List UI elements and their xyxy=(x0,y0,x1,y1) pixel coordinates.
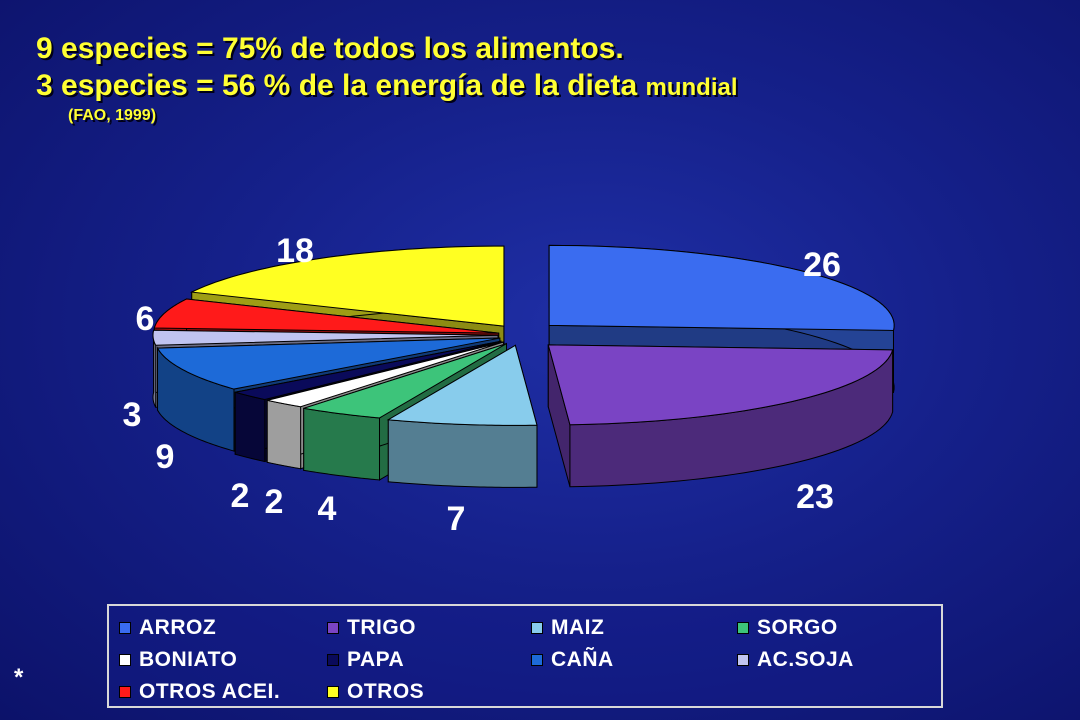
data-label-otros-acei-: 6 xyxy=(136,300,155,338)
pie-slice-top xyxy=(156,337,500,390)
pie-slice-top xyxy=(303,343,507,419)
pie-slice-top xyxy=(267,341,504,408)
legend-swatch xyxy=(737,654,749,666)
data-label-sorgo: 4 xyxy=(318,490,337,528)
data-label-ac-soja: 3 xyxy=(123,396,142,434)
pie-slice-side xyxy=(266,399,302,470)
legend-item-ac-soja: AC.SOJA xyxy=(737,648,854,672)
pie-slice-top xyxy=(547,344,894,426)
pie-slice-trigo xyxy=(547,344,894,488)
chart-title-line-2: 3 especies = 56 % de la energía de la di… xyxy=(36,68,738,106)
legend-item-papa: PAPA xyxy=(327,648,404,672)
legend-label: MAIZ xyxy=(551,616,605,639)
title-line-2-main: 3 especies = 56 % de la energía de la di… xyxy=(36,69,646,102)
legend-label: OTROS xyxy=(347,680,425,703)
legend-label: CAÑA xyxy=(551,648,614,671)
pie-slice-top xyxy=(189,245,505,327)
legend-swatch xyxy=(737,622,749,634)
legend-label: SORGO xyxy=(757,616,838,639)
legend-swatch xyxy=(119,686,131,698)
data-label-maiz: 7 xyxy=(447,500,466,538)
title-block: 9 especies = 75% de todos los alimentos.… xyxy=(36,30,738,126)
legend-swatch xyxy=(119,654,131,666)
legend-item-maiz: MAIZ xyxy=(531,616,604,640)
legend-swatch xyxy=(327,686,339,698)
data-label-arroz: 26 xyxy=(803,246,841,284)
data-label-caña: 9 xyxy=(156,438,175,476)
data-label-boniato: 2 xyxy=(231,477,250,515)
pie-slice-top xyxy=(548,244,895,331)
data-label-papa: 2 xyxy=(265,483,284,521)
pie-slice-top xyxy=(152,329,499,346)
chart-legend: ARROZ TRIGO MAIZ SORGO BONIATO PAPA CAÑA AC.SOJ… xyxy=(107,604,943,708)
legend-swatch xyxy=(327,622,339,634)
legend-label: BONIATO xyxy=(139,648,238,671)
data-label-otros: 18 xyxy=(276,232,314,270)
data-label-trigo: 23 xyxy=(796,478,834,516)
legend-item-boniato: BONIATO xyxy=(119,648,237,672)
title-line-2-mundial: mundial xyxy=(645,74,738,101)
legend-item-trigo: TRIGO xyxy=(327,616,416,640)
chart-title-line-1: 9 especies = 75% de todos los alimentos. xyxy=(36,32,624,65)
pie-slice-maiz xyxy=(386,344,538,488)
footnote-asterisk: * xyxy=(14,664,24,691)
legend-swatch xyxy=(531,622,543,634)
legend-item-sorgo: SORGO xyxy=(737,616,838,640)
source-citation: (FAO, 1999) xyxy=(68,107,157,124)
legend-label: ARROZ xyxy=(139,616,217,639)
legend-swatch xyxy=(531,654,543,666)
pie-slice-side xyxy=(303,407,381,481)
legend-item-otros: OTROS xyxy=(327,680,424,704)
legend-label: TRIGO xyxy=(347,616,416,639)
pie-slice-top xyxy=(153,298,499,334)
pie-slice-side xyxy=(387,419,538,488)
legend-label: AC.SOJA xyxy=(757,648,854,671)
legend-item-caña: CAÑA xyxy=(531,648,614,672)
legend-swatch xyxy=(119,622,131,634)
legend-item-arroz: ARROZ xyxy=(119,616,216,640)
legend-item-otros-acei-: OTROS ACEI. xyxy=(119,680,280,704)
pie-slice-top xyxy=(235,340,502,401)
pie-slice-side xyxy=(234,391,266,463)
pie-slice-top xyxy=(386,344,538,426)
legend-swatch xyxy=(327,654,339,666)
legend-label: PAPA xyxy=(347,648,405,671)
legend-label: OTROS ACEI. xyxy=(139,680,281,703)
